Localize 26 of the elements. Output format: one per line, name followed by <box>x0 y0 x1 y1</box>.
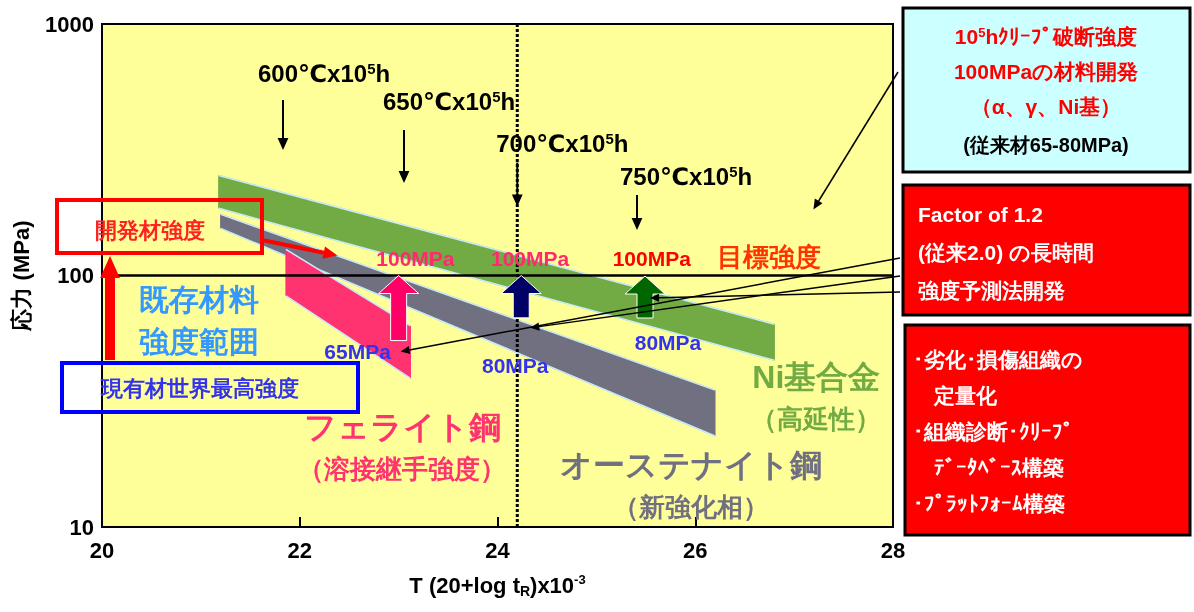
y-tick-label: 100 <box>57 263 94 288</box>
legend-label: オーステナイト鋼（新強化相） <box>560 447 823 523</box>
annotation: 80MPa <box>481 353 549 377</box>
text: (従来材65-80MPa) <box>963 134 1129 156</box>
y-axis-title: 応力 (MPa) <box>8 220 34 332</box>
y-tick-label: 1000 <box>45 11 94 37</box>
y-tick-label: 10 <box>69 514 94 540</box>
x-tick-label: 28 <box>880 537 906 563</box>
annotation: 100MPa <box>491 246 570 270</box>
legend-label: Ni基合金（高延性） <box>751 359 882 435</box>
text: 10$^{5}$hｸﾘｰﾌﾟ破断強度100MPaの材料開発（α、γ、Ni基） <box>953 24 1139 118</box>
x-tick-label: 22 <box>287 537 312 563</box>
annotation: 既存材料強度範囲 <box>138 282 259 358</box>
annotation: 100MPa <box>612 246 692 270</box>
x-tick-label: 26 <box>683 537 708 563</box>
annotation: 700℃x10$^{5}$h <box>496 129 629 157</box>
text: Factor of 1.2 (従来2.0) の長時間強度予測法開発 <box>918 203 1095 302</box>
annotation: 80MPa <box>634 331 702 354</box>
text: ･劣化･損傷組織の定量化･組織診断･ｸﾘｰﾌﾟﾃﾞｰﾀﾍﾞｰｽ構築･ﾌﾟﾗｯﾄﾌｫｰﾑ構築 <box>913 348 1083 515</box>
annotation: 650℃x10$^{5}$h <box>383 88 516 115</box>
x-tick-label: 20 <box>89 537 115 563</box>
annotation: 目標強度 <box>717 241 822 272</box>
annotation: 600℃x10$^{5}$h <box>258 60 391 87</box>
annotation: 750℃x10$^{5}$h <box>620 163 753 190</box>
x-tick-label: 24 <box>485 537 511 563</box>
legend-label: フェライト鋼（溶接継手強度） <box>298 409 507 485</box>
